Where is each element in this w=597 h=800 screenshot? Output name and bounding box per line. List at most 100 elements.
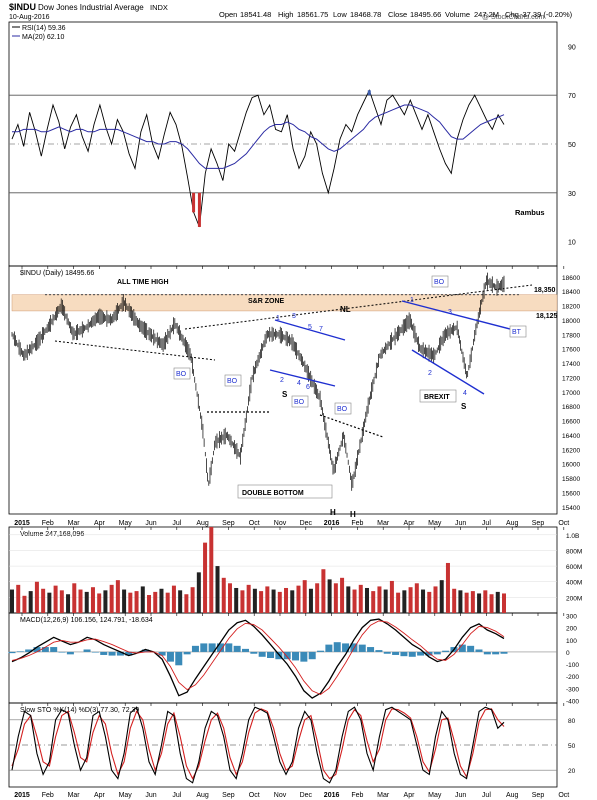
macd-histogram-bar <box>200 643 208 652</box>
volume-bar <box>495 591 500 613</box>
price-tick-label: 16200 <box>562 447 580 454</box>
x-tick-label-bottom: Sep <box>532 792 545 799</box>
macd-histogram-bar <box>216 643 224 652</box>
volume-bar <box>445 562 450 613</box>
macd-histogram-bar <box>100 651 108 655</box>
x-tick-label-bottom: Apr <box>94 792 106 799</box>
volume-bar <box>414 583 419 613</box>
rambus-annotation: Rambus <box>515 208 545 217</box>
price-plot: S&R ZONE15400156001580016000162001640016… <box>11 272 580 512</box>
volume-bar <box>227 583 232 613</box>
macd-histogram-bar <box>225 643 233 652</box>
volume-bar <box>421 589 426 613</box>
volume-bar <box>315 583 320 613</box>
macd-histogram-bar <box>292 651 300 661</box>
x-tick-label-bottom: May <box>119 792 133 799</box>
volume-bar <box>97 593 102 613</box>
macd-histogram-bar <box>191 645 199 652</box>
volume-bar <box>66 594 71 613</box>
macd-histogram-bar <box>8 651 16 654</box>
ohlc-readout: Open 18541.48 High 18561.75 Low 18468.78… <box>219 10 573 19</box>
volume-tick-label: 1.0B <box>566 533 579 540</box>
low-value: 18468.78 <box>350 10 381 19</box>
brexit-channel-bottom <box>411 349 485 395</box>
rsi-tick-label: 10 <box>568 240 576 247</box>
volume-bar <box>72 583 77 613</box>
x-tick-label-bottom: Aug <box>506 792 519 799</box>
price-tick-label: 16400 <box>562 433 580 440</box>
x-tick-label-bottom: Mar <box>377 792 390 799</box>
macd-histogram-bar <box>258 651 266 657</box>
wave-count-2: 3 <box>292 313 296 320</box>
x-tick-label-bottom: 2016 <box>324 792 340 799</box>
wave-count-9: 3 <box>448 309 452 316</box>
volume-bar <box>302 580 307 613</box>
volume-legend-text: Volume 247,168,096 <box>20 531 84 538</box>
bo-label-4: BO <box>337 406 348 413</box>
x-tick-label-price: Nov <box>274 520 287 527</box>
macd-histogram-bar <box>308 651 316 660</box>
macd-histogram-bar <box>467 645 475 652</box>
rsi-overbought-fill <box>367 90 371 96</box>
macd-histogram-bar <box>125 651 133 656</box>
wave-count-5: 6 <box>306 384 310 391</box>
level-18125-label: 18,125 <box>536 313 558 320</box>
x-tick-label-bottom: Jul <box>482 792 491 799</box>
x-tick-label-price: Oct <box>249 520 260 527</box>
volume-bar <box>470 591 475 613</box>
price-tick-label: 17600 <box>562 347 580 354</box>
sr-zone-label: S&R ZONE <box>248 298 285 305</box>
macd-legend-text: MACD(12,26,9) 106.156, 124.791, -18.634 <box>20 617 153 624</box>
price-annotations: ALL TIME HIGH 18,350 18,125 NL BO BO BO BO BO BT S… <box>117 275 558 519</box>
volume-bar <box>327 579 332 613</box>
bo-label-3: BO <box>294 399 305 406</box>
price-tick-label: 16000 <box>562 462 580 469</box>
volume-bar <box>16 584 21 613</box>
macd-histogram-bar <box>267 651 275 658</box>
sto-tick-label: 50 <box>568 743 576 750</box>
volume-bar <box>371 591 376 613</box>
volume-bar <box>402 590 407 613</box>
x-tick-label-price: 2015 <box>14 520 30 527</box>
close-label: Close <box>388 10 407 19</box>
volume-bar <box>203 542 208 613</box>
macd-histogram-bar <box>333 642 341 652</box>
x-tick-label-price: Aug <box>506 520 519 527</box>
x-tick-label-bottom: Oct <box>249 792 260 799</box>
macd-tick-label: 100 <box>566 638 577 645</box>
price-tick-label: 18000 <box>562 318 580 325</box>
macd-histogram-bar <box>58 651 66 653</box>
macd-histogram-bar <box>400 651 408 657</box>
low-label: Low <box>333 10 347 19</box>
price-tick-label: 18200 <box>562 304 580 311</box>
macd-histogram-bar <box>250 651 258 654</box>
volume-bar <box>252 588 257 613</box>
volume-bar <box>41 588 46 613</box>
macd-histogram-bar <box>458 644 466 652</box>
volume-bar <box>190 587 195 613</box>
level-18350-label: 18,350 <box>534 287 556 294</box>
x-tick-label-bottom: Aug <box>196 792 209 799</box>
price-tick-label: 17800 <box>562 332 580 339</box>
volume-bar <box>215 566 220 613</box>
macd-histogram-bar <box>325 644 333 652</box>
rsi-line <box>11 89 505 228</box>
x-tick-label-bottom: Apr <box>404 792 416 799</box>
x-tick-label-price: May <box>428 520 442 527</box>
macd-histogram-bar <box>16 651 24 652</box>
macd-plot: -400 -300 -200 -100 0 100 200 300 <box>8 613 579 706</box>
macd-signal-line <box>11 620 505 696</box>
high-label: High <box>278 10 293 19</box>
bo-label-4-box <box>334 402 352 415</box>
wave-count-10: 4 <box>463 390 467 397</box>
macd-histogram-bar <box>241 648 249 652</box>
wave-count-3: 4 <box>297 380 301 387</box>
macd-histogram-bar <box>492 651 500 655</box>
wave-count-1: 2 <box>280 377 284 384</box>
volume-bar <box>308 588 313 613</box>
header-exchange: INDX <box>150 3 168 12</box>
volume-bar <box>259 591 264 613</box>
volume-bar <box>134 591 139 613</box>
ma-legend-text: MA(20) 62.10 <box>22 34 65 41</box>
